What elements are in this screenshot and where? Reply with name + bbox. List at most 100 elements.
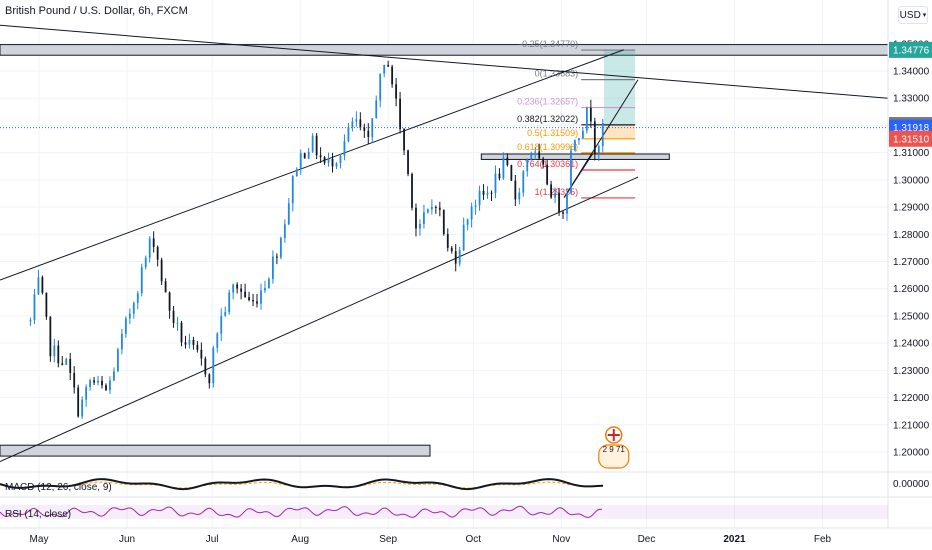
candle-body [196, 344, 199, 350]
candle-body [347, 127, 350, 142]
time-tick-label: Sep [379, 534, 397, 545]
time-tick-label: Feb [814, 534, 832, 545]
candle-body [589, 107, 592, 122]
candle-body [295, 169, 298, 177]
candle-body [359, 119, 362, 128]
candle-body [224, 312, 227, 316]
candle-body [534, 151, 537, 153]
candle-body [450, 247, 453, 252]
trend-line [0, 49, 624, 281]
grid [0, 0, 888, 528]
candle-body [383, 65, 386, 74]
candle-body [498, 173, 501, 179]
candle-body [156, 246, 159, 260]
candle-body [85, 386, 88, 400]
time-tick-label: Jul [206, 534, 219, 545]
candle-body [260, 290, 262, 304]
candle-body [462, 224, 465, 251]
price-tick-label: 1.22000 [893, 393, 930, 404]
candle-body [164, 281, 167, 293]
candle-body [339, 155, 342, 164]
candle-body [578, 138, 580, 141]
candle-body [474, 205, 477, 207]
candle-body [192, 339, 195, 345]
candle-body [490, 192, 493, 194]
candle-body [144, 257, 147, 268]
currency-label: USD [899, 9, 921, 21]
position-stop-zone [603, 125, 636, 139]
candle-body [423, 212, 425, 224]
price-tick-label: 1.27000 [893, 257, 930, 268]
candle-body [113, 371, 115, 381]
candle-body [522, 171, 525, 193]
candle-body [470, 206, 473, 220]
candle-body [200, 349, 203, 359]
candle-body [335, 163, 338, 167]
fib-level-label: 0(1.33683) [535, 69, 579, 79]
candle-body [53, 345, 56, 357]
candle-body [275, 256, 278, 258]
candle-body [466, 219, 469, 225]
candle-body [228, 292, 231, 313]
candle-body [61, 363, 64, 365]
price-tick-label: 1.24000 [893, 339, 930, 350]
macd-pane: MACD (12, 26, close, 9) 0.00000 [0, 478, 930, 493]
candle-body [268, 278, 270, 289]
candle-body [45, 292, 48, 317]
candle-body [379, 73, 382, 101]
candle-body [93, 380, 95, 383]
price-label: 1.34776 [893, 45, 930, 56]
candle-body [323, 157, 326, 163]
candle-body [33, 294, 36, 320]
rsi-line [0, 505, 603, 519]
candle-body [37, 277, 40, 295]
currency-selector[interactable]: USD ▾ [898, 6, 928, 24]
candle-body [415, 207, 417, 229]
candle-body [29, 319, 32, 322]
candle-body [399, 98, 401, 130]
candle-body [554, 192, 556, 198]
candle-body [585, 107, 588, 131]
candle-body [482, 190, 485, 195]
chart-title: British Pound / U.S. Dollar, 6h, FXCM [5, 5, 188, 17]
candle-body [57, 345, 60, 364]
price-label-bg [889, 41, 932, 58]
candle-body [434, 206, 437, 208]
candle-body [327, 158, 330, 163]
candle-body [73, 372, 76, 388]
events-badge-label: 2 9 71 [603, 445, 626, 454]
resistance-zone [0, 44, 889, 56]
candle-body [355, 119, 358, 122]
time-tick-label: Aug [291, 534, 309, 545]
candle-body [101, 380, 103, 386]
candle-body [220, 315, 223, 334]
time-tick-label: Nov [552, 534, 570, 545]
candle-body [160, 259, 163, 282]
candle-body [593, 121, 596, 154]
candle-body [319, 155, 322, 158]
candle-body [49, 316, 52, 357]
candles [29, 60, 604, 419]
candle-body [538, 151, 541, 159]
candle-body [518, 192, 521, 200]
candle-body [236, 284, 239, 289]
candle-body [77, 387, 80, 417]
macd-label: MACD (12, 26, close, 9) [5, 482, 112, 493]
candle-body [506, 157, 509, 166]
candle-body [486, 192, 489, 195]
price-tick-label: 1.21000 [893, 420, 930, 431]
fib-level-label: 0.382(1.32022) [517, 114, 578, 124]
candle-body [283, 224, 286, 239]
support-zone [0, 444, 431, 457]
price-tick-label: 1.25000 [893, 311, 930, 322]
price-tick-label: 1.26000 [893, 284, 930, 295]
candle-body [81, 399, 84, 417]
candle-body [299, 153, 302, 170]
time-tick-label: May [30, 534, 49, 545]
events-badge [598, 444, 630, 469]
candle-body [212, 347, 215, 384]
candle-body [438, 207, 441, 210]
price-label: 1.31510 [893, 134, 930, 145]
